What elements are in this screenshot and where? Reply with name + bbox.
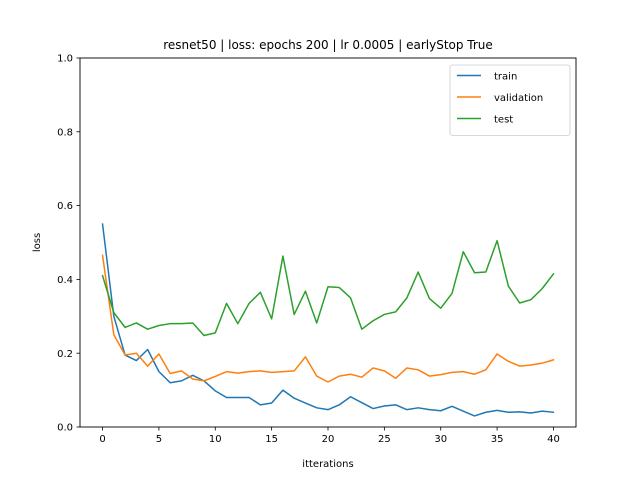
plot-area [101,223,555,417]
y-tick-label: 0.2 [57,349,73,360]
y-tick-label: 0.4 [57,275,73,286]
legend: train validation test [449,64,571,136]
series-line-test [101,239,555,337]
y-tick-label: 0.0 [57,423,73,434]
x-axis: 0 5 10 15 20 25 30 35 40 [99,427,560,445]
x-tick-label: 5 [156,434,162,445]
x-tick-label: 15 [265,434,278,445]
x-tick-label: 35 [491,434,504,445]
y-axis: 0.0 0.2 0.4 0.6 0.8 1.0 [57,54,80,434]
x-tick-label: 25 [378,434,391,445]
chart-title: resnet50 | loss: epochs 200 | lr 0.0005 … [163,38,493,52]
x-tick-label: 20 [322,434,335,445]
x-tick-label: 30 [434,434,447,445]
x-tick-label: 10 [209,434,222,445]
y-axis-label: loss [32,233,43,252]
legend-label-test: test [494,114,513,125]
x-tick-label: 40 [547,434,560,445]
y-tick-label: 0.8 [57,127,73,138]
series-line-train [101,223,555,417]
x-axis-label: itterations [302,459,353,470]
y-tick-label: 1.0 [57,54,73,65]
series-line-validation [101,254,555,383]
legend-label-validation: validation [494,93,543,104]
y-tick-label: 0.6 [57,201,73,212]
legend-label-train: train [494,71,517,82]
x-tick-label: 0 [99,434,105,445]
